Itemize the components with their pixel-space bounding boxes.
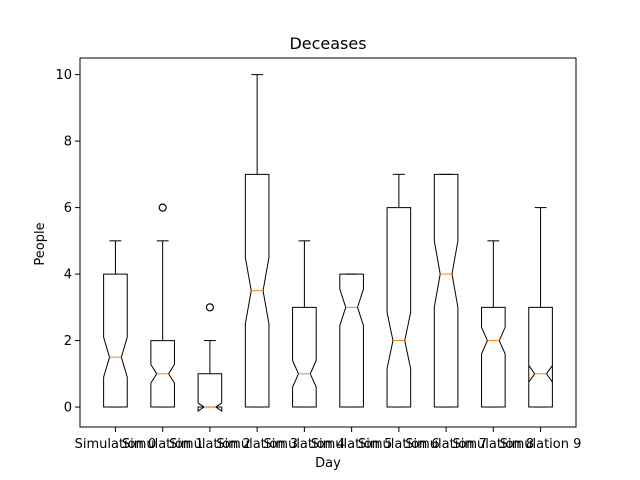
box-plots [103, 74, 553, 412]
y-tick-label: 0 [64, 401, 72, 416]
box-group [481, 240, 506, 408]
x-tick-label: Simulation 6 [358, 437, 440, 452]
x-tick-label: Simulation 2 [169, 437, 251, 452]
x-tick-label: Simulation 4 [264, 437, 346, 452]
y-axis: 0 2 4 6 8 10 [55, 68, 80, 416]
box [150, 340, 175, 408]
x-tick-label: Simulation 8 [453, 437, 535, 452]
x-tick-label: Simulation 7 [405, 437, 487, 452]
box-group [433, 173, 459, 408]
box-group [244, 74, 270, 408]
x-tick-label: Simulation 1 [122, 437, 204, 452]
box [386, 207, 412, 408]
outlier-point [158, 203, 167, 212]
box [528, 306, 553, 408]
box [339, 273, 364, 408]
box-group [339, 273, 364, 408]
box [292, 306, 317, 408]
box-group [103, 240, 128, 408]
box-group [197, 303, 223, 412]
y-tick-label: 2 [64, 334, 72, 349]
box [197, 373, 223, 412]
axes-frame [79, 57, 577, 428]
x-tick-label: Simulation 5 [311, 437, 393, 452]
box-group [150, 203, 175, 408]
box-group [528, 207, 553, 408]
y-tick-label: 10 [55, 68, 72, 83]
box [244, 173, 270, 408]
x-tick-label: Simulation 0 [75, 437, 157, 452]
x-tick-label: Simulation 3 [216, 437, 298, 452]
box-group [292, 240, 317, 408]
y-axis-label: People [33, 222, 48, 265]
box-group [386, 173, 412, 408]
y-tick-label: 8 [64, 135, 72, 150]
y-tick-label: 4 [64, 268, 72, 283]
outlier-point [205, 303, 215, 312]
box [433, 173, 459, 408]
x-axis-label: Day [315, 456, 341, 471]
box [481, 306, 506, 408]
y-tick-label: 6 [64, 201, 72, 216]
chart-title: Deceases [289, 34, 366, 53]
x-tick-label: Simulation 9 [500, 437, 582, 452]
box [103, 273, 128, 408]
